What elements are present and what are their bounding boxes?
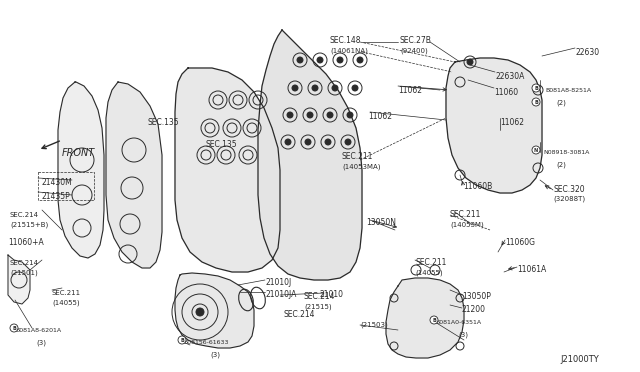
Circle shape [292, 85, 298, 91]
Circle shape [287, 112, 293, 118]
Bar [38, 172, 94, 200]
Circle shape [532, 84, 540, 92]
Text: (21515+B): (21515+B) [10, 222, 48, 228]
Text: (2): (2) [556, 100, 566, 106]
Text: (2): (2) [556, 162, 566, 169]
Text: (3): (3) [210, 352, 220, 359]
Circle shape [307, 112, 313, 118]
Text: (14061NA): (14061NA) [330, 47, 368, 54]
Circle shape [332, 85, 338, 91]
Circle shape [10, 324, 18, 332]
Text: 11060: 11060 [494, 88, 518, 97]
Circle shape [430, 316, 438, 324]
Text: B081A0-6351A: B081A0-6351A [435, 320, 481, 325]
Text: (21501): (21501) [10, 270, 38, 276]
Polygon shape [58, 82, 104, 258]
Circle shape [532, 146, 540, 154]
Text: 13050P: 13050P [462, 292, 491, 301]
Text: SEC.211: SEC.211 [415, 258, 446, 267]
Polygon shape [446, 58, 542, 193]
Text: (92400): (92400) [400, 47, 428, 54]
Text: SEC.320: SEC.320 [553, 185, 584, 194]
Text: B: B [534, 99, 538, 105]
Circle shape [178, 336, 186, 344]
Circle shape [327, 112, 333, 118]
Text: 11062: 11062 [368, 112, 392, 121]
Text: (3): (3) [458, 332, 468, 339]
Circle shape [317, 57, 323, 63]
Circle shape [285, 139, 291, 145]
Text: 11061A: 11061A [517, 265, 547, 274]
Text: SEC.214: SEC.214 [10, 260, 39, 266]
Text: SEC.214: SEC.214 [284, 310, 316, 319]
Text: SEC.135: SEC.135 [205, 140, 237, 149]
Text: N: N [534, 148, 538, 153]
Text: (32088T): (32088T) [553, 196, 585, 202]
Polygon shape [175, 273, 254, 348]
Text: 21435P: 21435P [42, 192, 71, 201]
Text: B: B [180, 337, 184, 343]
Text: J21000TY: J21000TY [560, 355, 599, 364]
Text: (21503): (21503) [360, 322, 388, 328]
Text: SEC.27B: SEC.27B [400, 36, 432, 45]
Text: B: B [534, 86, 538, 90]
Text: B081A8-8251A: B081A8-8251A [545, 88, 591, 93]
Circle shape [352, 85, 358, 91]
Text: 13050N: 13050N [366, 218, 396, 227]
Text: 21010J: 21010J [265, 278, 291, 287]
Text: 21200: 21200 [462, 305, 486, 314]
Text: SEC.211: SEC.211 [450, 210, 481, 219]
Polygon shape [8, 255, 30, 304]
Polygon shape [106, 82, 162, 268]
Text: B081A8-6201A: B081A8-6201A [15, 328, 61, 333]
Circle shape [305, 139, 311, 145]
Text: 21010JA: 21010JA [265, 290, 296, 299]
Polygon shape [386, 278, 464, 358]
Text: (3): (3) [36, 340, 46, 346]
Circle shape [347, 112, 353, 118]
Circle shape [337, 57, 343, 63]
Text: (14055): (14055) [415, 269, 443, 276]
Text: SEC.214: SEC.214 [10, 212, 39, 218]
Text: 11062: 11062 [500, 118, 524, 127]
Circle shape [357, 57, 363, 63]
Text: SEC.135: SEC.135 [148, 118, 180, 127]
Text: (14055): (14055) [52, 300, 79, 307]
Circle shape [196, 308, 204, 316]
Text: N08918-3081A: N08918-3081A [543, 150, 589, 155]
Text: 11062: 11062 [398, 86, 422, 95]
Text: 11060G: 11060G [505, 238, 535, 247]
Text: 21430M: 21430M [42, 178, 73, 187]
Circle shape [312, 85, 318, 91]
Polygon shape [175, 68, 280, 272]
Text: 21010: 21010 [320, 290, 344, 299]
Text: (21515): (21515) [304, 303, 332, 310]
Text: 11060+A: 11060+A [8, 238, 44, 247]
Text: 22630: 22630 [575, 48, 599, 57]
Text: 11060B: 11060B [463, 182, 492, 191]
Text: B: B [432, 317, 436, 323]
Text: 22630A: 22630A [495, 72, 524, 81]
Circle shape [532, 98, 540, 106]
Circle shape [297, 57, 303, 63]
Circle shape [345, 139, 351, 145]
Circle shape [325, 139, 331, 145]
Text: FRONT: FRONT [62, 148, 95, 158]
Text: SEC.211: SEC.211 [342, 152, 373, 161]
Text: B: B [12, 326, 16, 330]
Text: (14053MA): (14053MA) [342, 163, 381, 170]
Polygon shape [258, 30, 362, 280]
Text: SEC.214: SEC.214 [304, 292, 335, 301]
Text: B08156-61633: B08156-61633 [183, 340, 228, 345]
Text: SEC.148: SEC.148 [330, 36, 362, 45]
Circle shape [467, 59, 473, 65]
Text: SEC.211: SEC.211 [52, 290, 81, 296]
Text: (14053M): (14053M) [450, 221, 484, 228]
